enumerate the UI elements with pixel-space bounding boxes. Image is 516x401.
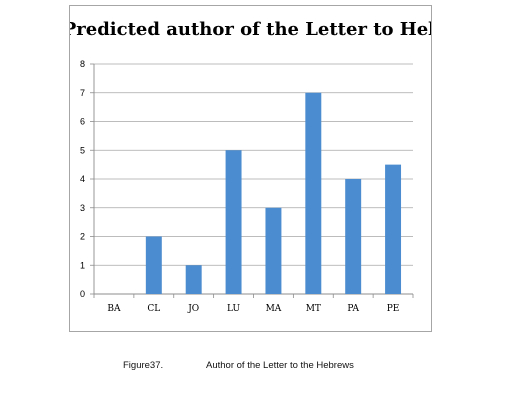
y-tick-label: 8 xyxy=(80,59,85,69)
y-tick-label: 1 xyxy=(80,260,85,270)
x-tick-label-lu: LU xyxy=(227,304,240,314)
y-tick-label: 0 xyxy=(80,289,85,299)
bar-mt xyxy=(305,92,322,294)
caption-number: Figure37. xyxy=(123,360,164,371)
y-tick-label: 4 xyxy=(80,174,85,184)
x-tick-label-mt: MT xyxy=(306,304,321,314)
axis-labels: 0 1 2 3 4 5 6 7 8 BA CL JO LU MA MT PA PE xyxy=(80,59,399,314)
x-tick-label-pe: PE xyxy=(387,304,400,314)
caption-text: Author of the Letter to the Hebrews xyxy=(206,360,354,371)
y-tick-label: 2 xyxy=(80,232,85,242)
bar-chart: Predicted author of the Letter to Hebrew… xyxy=(70,19,431,314)
y-tick-label: 7 xyxy=(80,88,85,98)
gridlines xyxy=(94,63,413,266)
chart-title: Predicted author of the Letter to Hebrew xyxy=(70,19,431,40)
bar-pe xyxy=(385,164,402,294)
y-tick-label: 6 xyxy=(80,117,85,127)
bar-lu xyxy=(225,150,242,294)
x-tick-label-pa: PA xyxy=(347,304,359,314)
figure-caption: Figure37. Author of the Letter to the He… xyxy=(0,360,516,376)
bars xyxy=(145,92,402,294)
x-tick-label-ba: BA xyxy=(107,304,121,314)
axes xyxy=(90,63,414,298)
bar-ma xyxy=(265,207,282,294)
bar-cl xyxy=(145,236,162,294)
x-tick-label-jo: JO xyxy=(187,304,199,314)
y-tick-label: 3 xyxy=(80,203,85,213)
x-tick-label-ma: MA xyxy=(266,304,282,314)
chart-frame: Predicted author of the Letter to Hebrew… xyxy=(69,5,432,332)
bar-jo xyxy=(185,265,202,294)
bar-pa xyxy=(345,179,362,294)
y-tick-label: 5 xyxy=(80,145,85,155)
x-tick-label-cl: CL xyxy=(147,304,160,314)
